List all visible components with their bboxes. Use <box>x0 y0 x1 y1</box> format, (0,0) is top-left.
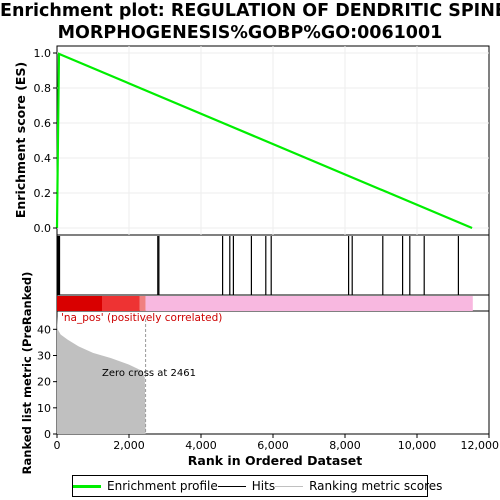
metric-ytick-label-2: 20 <box>37 376 51 389</box>
legend-item-metric: Ranking metric scores <box>275 479 442 493</box>
colorbar-red-segment <box>102 296 140 311</box>
es-ytick-label-4: 0.8 <box>34 82 52 95</box>
xtick-label-3: 6,000 <box>257 439 289 452</box>
es-line <box>55 52 473 230</box>
metric-y-axis-label: Ranked list metric (PreRanked) <box>20 272 34 475</box>
metric-ytick-label-1: 10 <box>37 402 51 415</box>
es-gridlines <box>57 46 489 235</box>
xtick-label-5: 10,000 <box>398 439 437 452</box>
metric-area-fill <box>57 316 146 434</box>
chart-title: Enrichment plot: REGULATION OF DENDRITIC… <box>0 0 500 44</box>
xtick-label-0: 0 <box>54 439 61 452</box>
metric-y-ticks: 0 10 20 30 40 <box>37 323 57 441</box>
xtick-label-6: 12,000 <box>461 439 500 452</box>
metric-area <box>57 316 147 434</box>
legend-label-metric: Ranking metric scores <box>309 479 443 493</box>
metric-ytick-label-3: 30 <box>37 349 51 362</box>
es-ytick-label-3: 0.6 <box>34 117 52 130</box>
legend-item-hits: Hits <box>217 479 276 493</box>
legend-label-hits: Hits <box>251 479 276 493</box>
chart-title-line-2: MORPHOGENESIS%GOBP%GO:0061001 <box>57 23 443 43</box>
na-pos-label: 'na_pos' (positively correlated) <box>61 312 222 324</box>
es-y-axis-label: Enrichment score (ES) <box>13 62 28 218</box>
legend-swatch-hits <box>217 485 246 487</box>
colorbar-pink-segment <box>145 296 473 311</box>
metric-ytick-label-0: 0 <box>44 428 51 441</box>
xtick-label-2: 4,000 <box>185 439 217 452</box>
es-ytick-label-5: 1.0 <box>34 47 52 60</box>
es-ytick-label-0: 0.0 <box>34 222 52 235</box>
es-y-ticks: 0.0 0.2 0.4 0.6 0.8 1.0 <box>34 47 57 235</box>
zero-cross-label: Zero cross at 2461 <box>102 368 196 379</box>
es-ytick-label-1: 0.2 <box>34 187 52 200</box>
legend-swatch-enrichment <box>73 484 101 488</box>
es-ytick-label-2: 0.4 <box>34 152 52 165</box>
hit-marks <box>57 236 459 295</box>
xtick-label-4: 8,000 <box>329 439 361 452</box>
metric-ytick-label-4: 40 <box>37 323 51 336</box>
legend-swatch-metric <box>275 485 304 487</box>
legend-label-enrichment: Enrichment profile <box>107 479 218 493</box>
legend: Enrichment profile Hits Ranking metric s… <box>72 475 442 497</box>
chart-title-line-1: Enrichment plot: REGULATION OF DENDRITIC… <box>0 1 500 21</box>
xtick-label-1: 2,000 <box>113 439 145 452</box>
enrichment-plot-chart: 0.0 0.2 0.4 0.6 0.8 1.0 0 10 20 30 40 0 2,000 4,000… <box>13 45 500 475</box>
x-ticks: 0 2,000 4,000 6,000 8,000 10,000 12,000 <box>54 434 500 452</box>
es-line-group <box>55 52 473 230</box>
legend-item-enrichment: Enrichment profile <box>73 479 218 493</box>
colorbar-transition-segment <box>139 296 146 311</box>
rank-colorbar <box>57 296 473 311</box>
x-axis-label: Rank in Ordered Dataset <box>188 453 362 468</box>
colorbar-dark-red-segment <box>57 296 102 311</box>
